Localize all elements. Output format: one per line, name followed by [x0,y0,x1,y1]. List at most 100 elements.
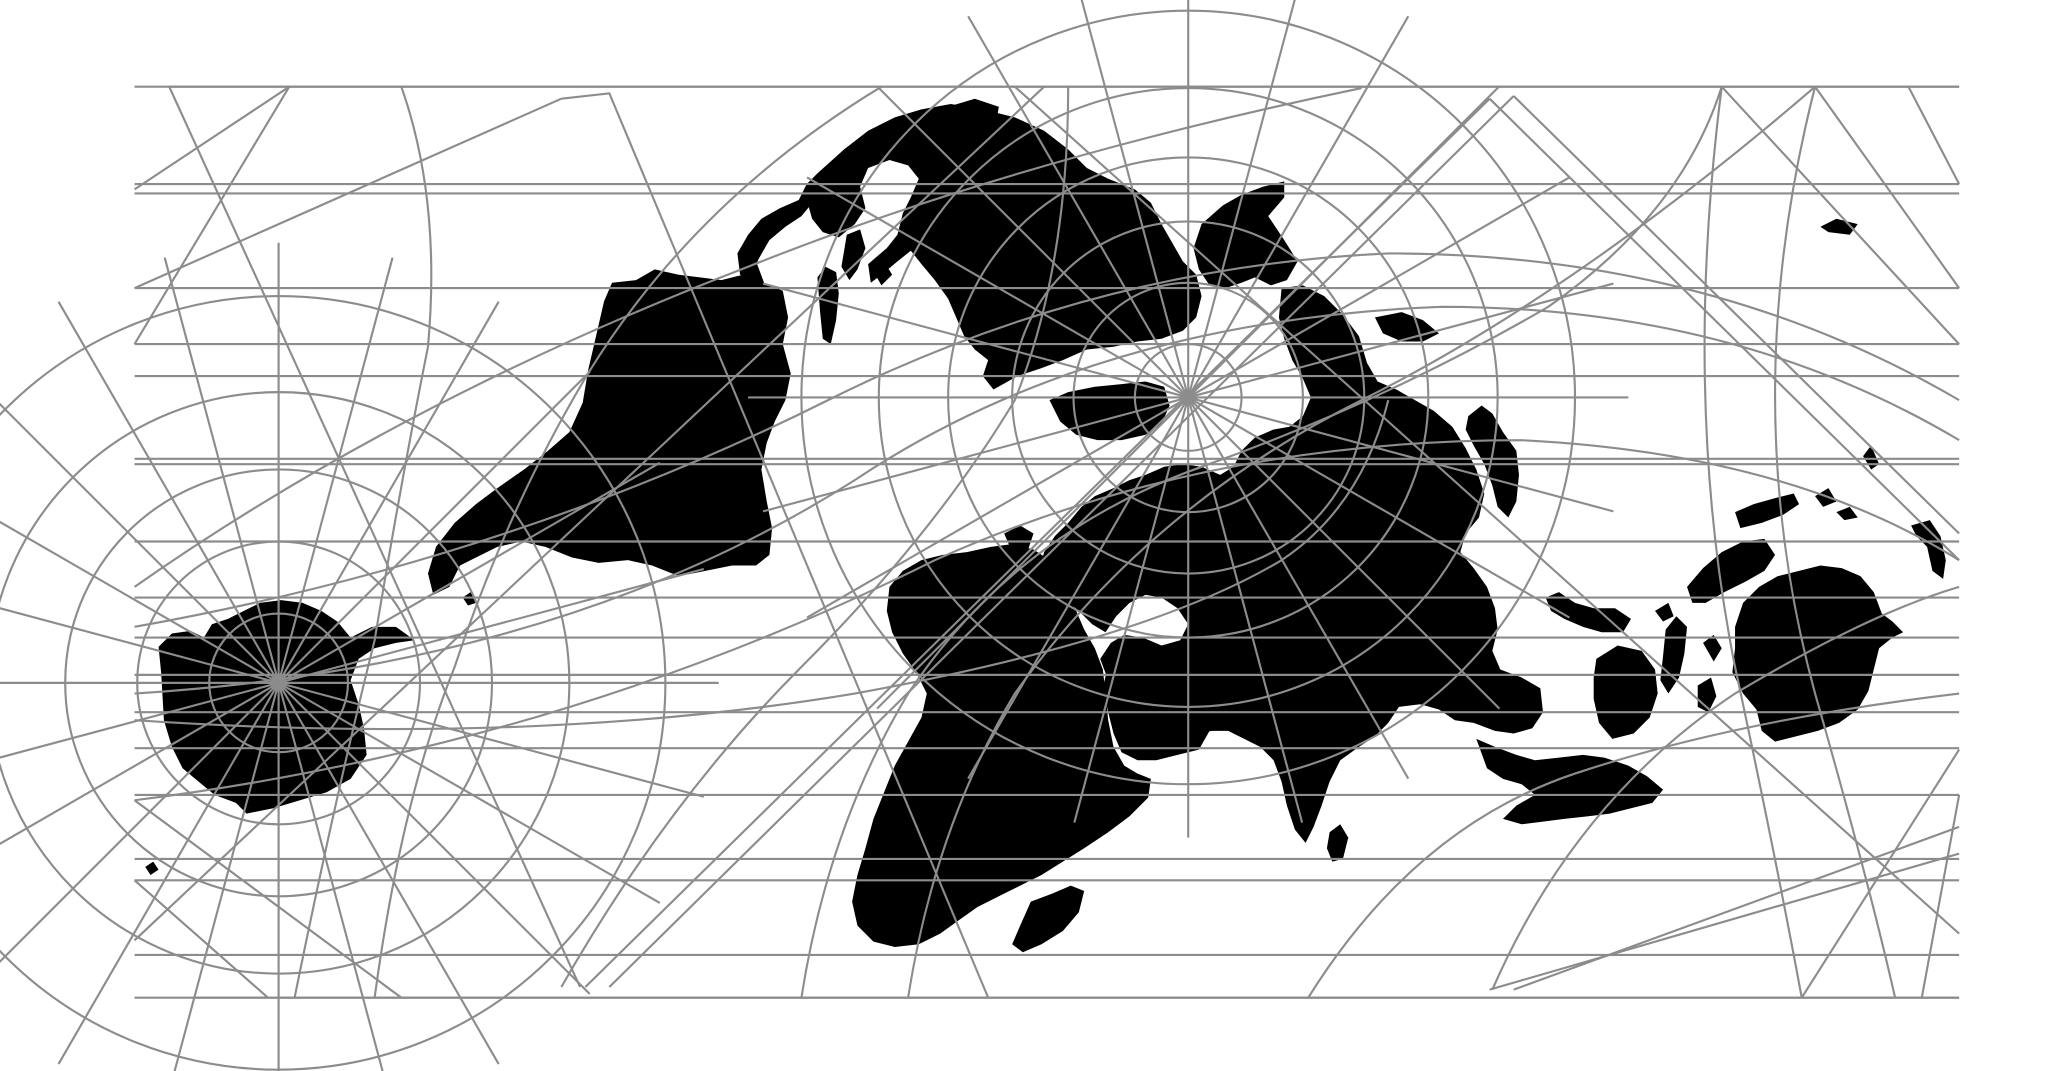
landmass-alaska-chain [737,173,818,278]
graticule-seam-line [1512,95,1960,535]
graticule-meridian-arc [293,86,433,998]
landmass-island-cluster-1 [841,229,866,281]
graticule-seam-line [133,85,290,191]
graticule-meridian-curve [1774,86,1897,998]
graticule-seam-line [1720,85,1960,345]
graticule-meridian-spoke-south-pole [173,682,280,1071]
graticule-meridian-spoke-north-pole [1187,396,1570,619]
graticule-meridian-spoke-north-pole [1187,397,1304,823]
graticule-seam-line [1488,97,1960,561]
graticule-meridian-spoke-south-pole [277,301,500,684]
graticule-meridian-spoke-north-pole [806,176,1189,399]
graticule-meridian-spoke-south-pole [0,520,280,684]
graticule-meridian-spoke-north-pole [1187,15,1410,398]
graticule-meridian-spoke-south-pole [278,461,661,684]
graticule-meridian-spoke-south-pole [278,567,705,684]
graticule-seam-line [1014,85,1960,935]
graticule-meridian-spoke-south-pole [278,681,661,904]
graticule-meridian-arc [134,439,1960,802]
graticule-meridian-spoke-north-pole [1187,396,1410,780]
graticule-meridian-spoke-north-pole [967,15,1190,398]
landmass-island-cluster-2 [870,261,893,286]
graticule-meridian-spoke-south-pole [278,681,705,798]
landmass-borneo [1593,645,1658,739]
landmass-small-island-southwest [145,861,159,875]
landmass-sri-lanka [1326,824,1349,862]
landmass-islands-east-2 [1703,634,1722,662]
graticule-meridian-spoke-north-pole [1187,85,1501,399]
graticule-meridian-arc [1491,585,1960,991]
graticule-meridian-spoke-south-pole [277,370,591,684]
graticule-meridian-spoke-south-pole [0,681,279,759]
landmass-greenland-west [817,266,839,345]
graticule-meridian-spoke-south-pole [163,257,280,684]
landmasses [145,98,1946,953]
graticule-meridian-spoke-north-pole [1187,396,1614,513]
graticule-meridian-spoke-south-pole [0,607,279,684]
graticule-seam-line [608,95,1515,988]
graticule-meridian-spoke-north-pole [806,396,1189,619]
graticule-meridian-spoke-north-pole [1187,396,1501,710]
graticule-meridian-arc [800,86,1723,998]
graticule-seam-line [134,97,562,290]
graticule-seam-line [1920,794,1961,998]
graticule-meridian-spoke-north-pole [876,396,1189,710]
graticule-meridian-spoke-north-pole [1073,397,1190,823]
graticule-meridian-arc [134,305,1960,695]
graticule-meridian-spoke-south-pole [0,682,280,963]
landmass-antarctica [158,600,415,814]
graticule-meridian-arc [560,86,1070,988]
graticule-meridian-curve [1703,86,1803,998]
graticule-meridian-spoke-south-pole [277,682,591,995]
graticule-seam-line [1800,748,1961,999]
graticule-meridian-spoke-south-pole [57,682,280,1065]
graticule-seam-line [1489,852,1960,991]
graticule [0,0,1961,1071]
graticule-seam-line [133,86,291,345]
landmass-japan [1465,405,1519,518]
graticule-meridian-spoke-north-pole [1080,0,1190,398]
graticule-meridian-arc [134,252,1960,628]
graticule-seam-line [561,92,990,999]
graticule-seam-line [1814,86,1960,289]
landmass-islands-east-3 [1655,602,1674,622]
landmass-philippines [1687,538,1776,603]
graticule-meridian-arc [907,85,1816,998]
graticule-seam-line [168,86,581,988]
graticule-meridian-spoke-south-pole [277,682,500,1065]
graticule-seam-line [133,799,402,999]
graticule-meridian-arc [373,85,883,998]
graticule-seam-line [1907,86,1961,185]
landmass-madagascar [1012,885,1085,953]
graticule-seam-line [1513,825,1960,991]
landmass-new-zealand [1911,520,1946,579]
graticule-meridian-spoke-north-pole [1187,282,1614,399]
graticule-seam-line [133,879,269,999]
graticule-meridian-spoke-south-pole [0,681,280,845]
landmass-africa [852,544,1151,947]
landmass-pacific-island-3 [1815,488,1837,507]
landmass-iberia [1004,525,1034,553]
landmass-pacific-island-4 [1836,506,1858,521]
graticule-meridian-spoke-north-pole [762,282,1189,399]
graticule-meridian-spoke-south-pole [277,257,394,684]
graticule-meridian-spoke-south-pole [57,301,280,684]
graticule-meridian-spoke-north-pole [1187,0,1296,398]
graticule-meridian-spoke-south-pole [277,682,384,1071]
landmass-greenland [1193,181,1298,289]
landmass-new-guinea [1735,493,1800,529]
graticule-meridian-arc [1307,692,1960,999]
landmass-australia [1732,565,1904,742]
landmass-north-america [806,104,1202,390]
graticule-meridian-arc [134,399,1390,731]
graticule-seam-line [133,85,1045,942]
landmass-indochina [1476,738,1664,825]
landmass-sumatra [1545,592,1632,633]
graticule-meridian-spoke-south-pole [0,402,280,684]
landmass-arctic-islands [948,98,999,126]
graticule-meridian-spoke-north-pole [876,85,1189,399]
graticule-meridian-spoke-north-pole [1187,176,1570,399]
graticule-meridian-spoke-north-pole [967,396,1190,780]
landmass-south-america-tip [462,592,476,606]
